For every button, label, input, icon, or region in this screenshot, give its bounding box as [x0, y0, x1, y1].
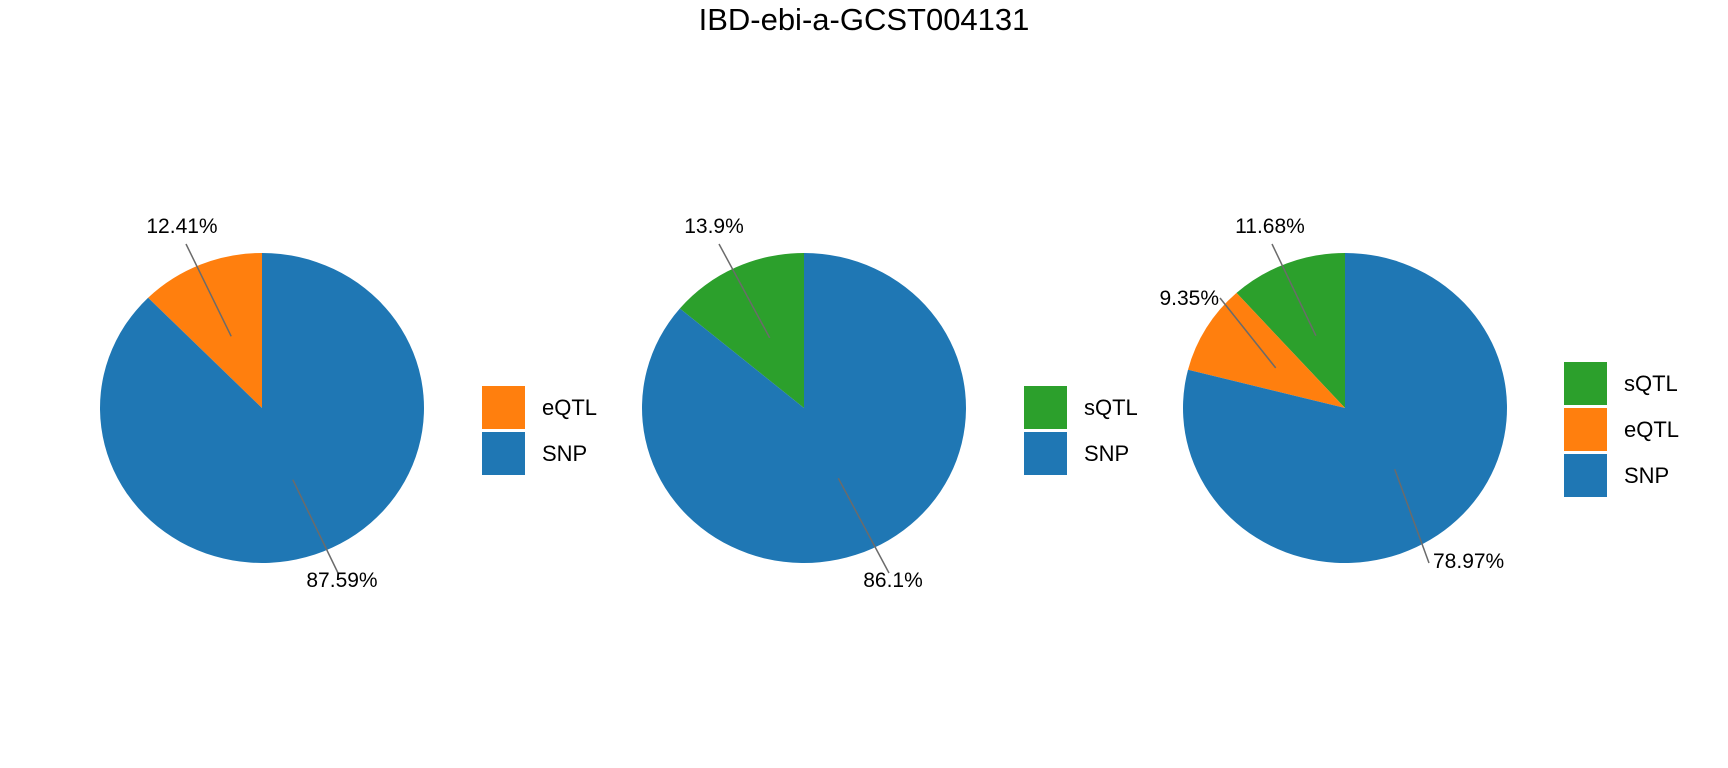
legend-label: sQTL	[1624, 371, 1678, 396]
label-leader-line	[718, 243, 771, 339]
legend-swatch-sqtl	[1024, 386, 1067, 429]
legend-swatch-snp	[482, 432, 525, 475]
pie-slice-snp	[1182, 253, 1507, 563]
slice-percentage-label: 11.68%	[1235, 215, 1305, 238]
slice-percentage-label: 87.59%	[306, 569, 377, 592]
legend-swatch-snp	[1024, 432, 1067, 475]
legend-swatch-eqtl	[482, 386, 525, 429]
chart-title: IBD-ebi-a-GCST004131	[698, 2, 1030, 37]
legend-label: SNP	[1084, 441, 1129, 466]
pie-slice-eqtl	[148, 253, 262, 408]
legend-label: SNP	[542, 441, 587, 466]
legend-label: SNP	[1624, 463, 1669, 488]
label-leader-line	[1271, 243, 1317, 337]
slice-percentage-label: 86.1%	[863, 569, 923, 592]
label-leader-line	[837, 477, 890, 574]
label-leader-line	[1393, 468, 1430, 564]
pie-slice-eqtl	[1188, 292, 1345, 408]
legend-label: eQTL	[542, 395, 597, 420]
legend-swatch-snp	[1564, 454, 1607, 497]
pie-slice-sqtl	[679, 253, 804, 408]
label-leader-line	[1219, 297, 1277, 369]
legend-swatch-eqtl	[1564, 408, 1607, 451]
legend-label: eQTL	[1624, 417, 1679, 442]
label-leader-line	[185, 243, 232, 337]
pie-slice-snp	[100, 253, 425, 563]
pie-slice-sqtl	[1236, 253, 1345, 408]
slice-percentage-label: 12.41%	[146, 215, 217, 238]
legend-label: sQTL	[1084, 395, 1138, 420]
slice-percentage-label: 78.97%	[1433, 550, 1504, 573]
slice-percentage-label: 13.9%	[684, 215, 744, 238]
legend-swatch-sqtl	[1564, 362, 1607, 405]
label-leader-line	[292, 479, 339, 574]
pie-slice-snp	[642, 253, 967, 563]
slice-percentage-label: 9.35%	[1159, 287, 1219, 310]
